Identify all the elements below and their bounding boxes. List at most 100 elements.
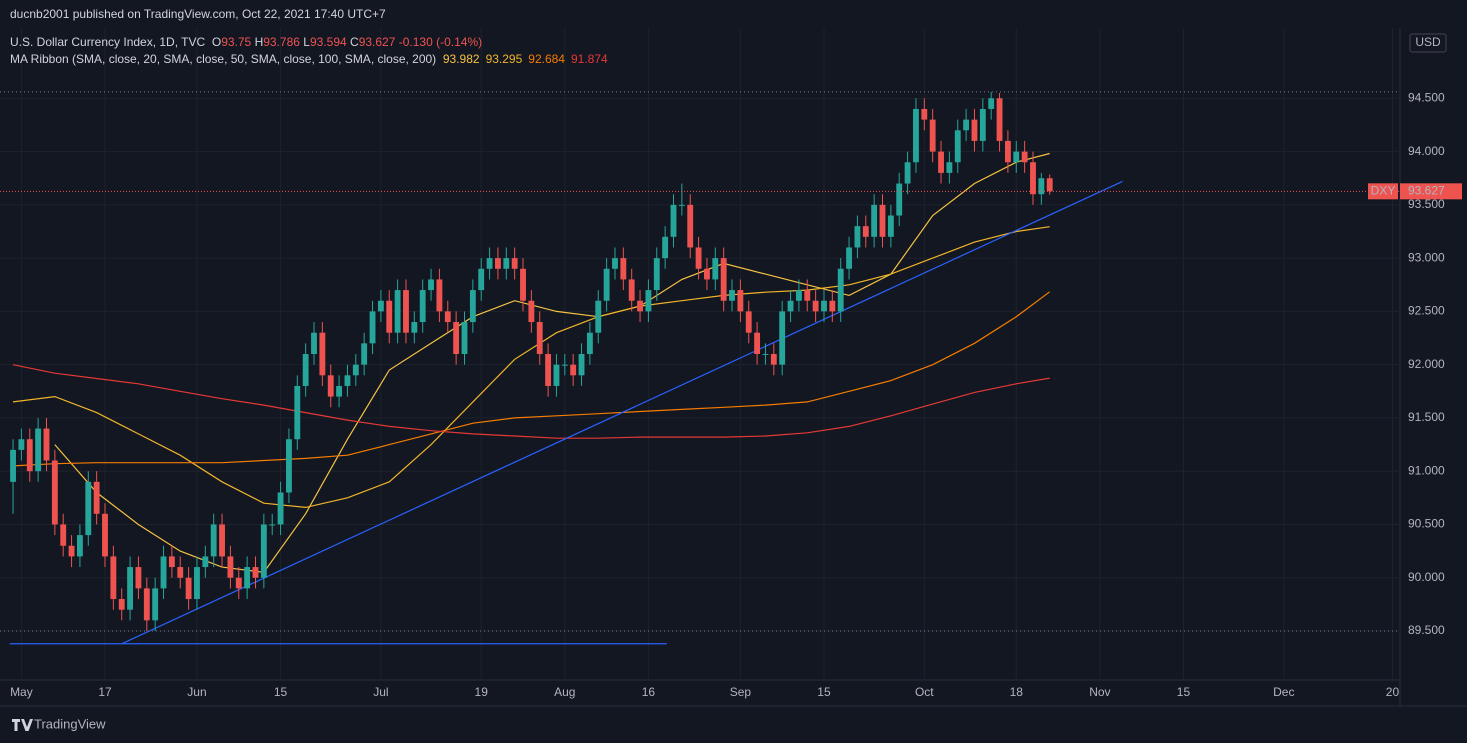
candle-body [896, 183, 903, 216]
candle-body [678, 204, 685, 206]
candle-body [143, 588, 150, 621]
candle-body [394, 290, 401, 333]
candle-body [403, 290, 409, 333]
candle-body [862, 226, 869, 237]
candle-body [795, 290, 802, 301]
candle-body [286, 439, 292, 493]
candle-body [10, 449, 16, 482]
candle-body [779, 311, 786, 365]
candle-body [620, 258, 627, 280]
indicator-value: 93.982 [442, 52, 480, 66]
candle-body [453, 322, 460, 354]
candle-body [662, 236, 669, 259]
candle-body [871, 204, 878, 237]
candle-body [570, 364, 577, 376]
x-tick-label: 16 [642, 685, 656, 699]
candle-body [879, 204, 886, 237]
x-tick-label: Aug [554, 685, 575, 699]
x-tick-label: 19 [475, 685, 489, 699]
candle-body [979, 108, 986, 141]
candle-body [43, 428, 50, 461]
candle-body [687, 204, 694, 248]
candle-body [260, 524, 267, 578]
candle-body [202, 556, 209, 568]
candle-body [302, 354, 309, 386]
grid [0, 28, 1400, 680]
candle-body [336, 385, 343, 397]
candle-body [536, 322, 543, 354]
candle-body [168, 556, 175, 568]
symbol-label: DXY [1371, 183, 1396, 197]
candle-body [386, 300, 393, 333]
y-tick-label: 90.500 [1408, 517, 1445, 531]
ohlc-label: H [254, 35, 264, 49]
ohlc-label: C [350, 35, 359, 49]
candle-body [628, 279, 635, 301]
change: -0.130 (-0.14%) [398, 35, 483, 49]
x-tick-label: Sep [730, 685, 752, 699]
candle-body [478, 268, 485, 291]
candle-body [177, 567, 184, 578]
indicator-title: MA Ribbon (SMA, close, 20, SMA, close, 5… [10, 52, 437, 66]
indicator-values: 93.982 93.295 92.684 91.874 [443, 52, 614, 66]
ohlc-value: 93.75 [221, 35, 252, 49]
candle-body [244, 567, 251, 589]
candle-body [18, 439, 25, 450]
candle-body [637, 300, 643, 312]
candle-body [720, 258, 727, 301]
candle-body [1013, 151, 1020, 163]
legend-indicator: MA Ribbon (SMA, close, 20, SMA, close, 5… [10, 52, 614, 66]
candle-body [495, 258, 501, 269]
candle-body [369, 311, 376, 344]
x-tick-label: Jul [373, 685, 388, 699]
candle-body [411, 322, 418, 333]
candle-body [921, 108, 928, 120]
candle-body [194, 567, 200, 600]
x-tick-label: 17 [98, 685, 112, 699]
candle-body [93, 481, 100, 514]
candle-body [127, 567, 134, 610]
candle-body [653, 258, 660, 291]
candle-body [1030, 162, 1036, 195]
candle-body [712, 258, 719, 280]
candle-body [770, 354, 777, 365]
currency-box[interactable] [1409, 33, 1447, 53]
y-tick-label: 92.000 [1408, 357, 1445, 371]
candle-body [1004, 140, 1011, 163]
candle-body [586, 332, 593, 354]
candle-body [812, 300, 819, 312]
candle-body [553, 364, 560, 386]
ohlc-label: L [303, 35, 310, 49]
candle-body [963, 119, 970, 131]
legend-title: U.S. Dollar Currency Index, 1D, TVC [10, 35, 206, 49]
candle-body [670, 204, 677, 237]
x-tick-label: Nov [1089, 685, 1110, 699]
candle-body [904, 162, 911, 184]
candle-body [444, 311, 451, 323]
brand: TradingView [34, 716, 106, 731]
candle-body [729, 290, 735, 301]
candle-body [352, 364, 359, 376]
x-tick-label: 15 [817, 685, 831, 699]
indicator-value: 92.684 [528, 52, 565, 66]
candle-body [235, 577, 242, 589]
x-tick-label: 15 [1177, 685, 1191, 699]
candle-body [929, 119, 936, 152]
ma-line [12, 291, 1051, 467]
candle-body [938, 151, 944, 173]
y-tick-label: 89.500 [1408, 623, 1445, 637]
candle-body [269, 524, 276, 526]
candle-body [118, 599, 125, 610]
candle-body [503, 258, 510, 269]
candle-body [469, 290, 476, 323]
candle-body [319, 332, 326, 376]
publisher: ducnb2001 published on TradingView.com, … [10, 7, 386, 21]
candle-body [745, 311, 752, 333]
candle-body [704, 268, 710, 280]
x-tick-label: May [10, 685, 33, 699]
ohlc-label: O [211, 35, 222, 49]
price-box [1400, 183, 1462, 200]
candle-body [520, 268, 526, 301]
